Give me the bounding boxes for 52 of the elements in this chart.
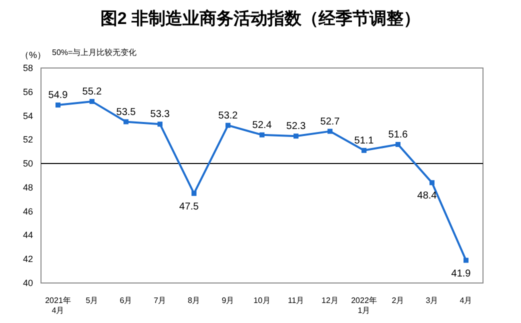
data-label: 51.1 [354,135,374,146]
x-tick-label: 6月 [120,296,132,305]
point [124,119,128,124]
point [396,142,400,147]
data-label: 52.7 [320,116,340,128]
x-tick-label: 4月 [460,296,472,305]
x-tick-label: 8月 [188,296,200,305]
y-tick-label: 48 [22,182,34,192]
data-label: 52.3 [286,121,306,132]
x-tick-label: 11月 [288,296,304,305]
data-label: 53.2 [218,110,238,122]
x-tick-label: 10月 [254,296,270,305]
point [192,190,196,196]
x-tick-label: 12月 [322,296,338,305]
chart-title: 图2 非制造业商务活动指数（经季节调整） [100,9,421,28]
point [362,148,366,153]
x-tick-label: 5月 [86,296,98,305]
y-axis-title: （%） [20,50,46,60]
data-label: 48.4 [417,190,438,202]
point [464,258,468,263]
x-tick-label: 2022年 1月 [351,296,377,315]
x-tick-label: 7月 [154,296,166,305]
x-tick-label: 3月 [426,296,438,305]
x-tick-label: 2月 [392,296,404,305]
point [260,132,264,138]
data-label: 41.9 [451,268,472,280]
data-label: 54.9 [48,90,68,102]
data-label: 53.3 [150,109,170,120]
point [158,122,162,127]
data-label: 52.4 [252,120,272,131]
y-tick-label: 52 [22,134,34,145]
point [226,122,230,128]
point [90,98,94,104]
data-label: 53.5 [116,106,136,118]
point [430,180,434,186]
data-label: 51.6 [388,129,408,140]
text: 50%=与上月比较无变化 [52,48,137,57]
y-tick-label: 56 [22,86,34,97]
point [56,102,60,108]
y-tick-label: 46 [22,206,34,216]
data-label: 47.5 [179,201,200,212]
y-tick-label: 58 [22,63,34,73]
y-tick-label: 50 [22,158,34,169]
y-tick-label: 44 [22,230,34,240]
x-tick-label: 9月 [222,296,234,305]
y-tick-label: 40 [22,278,34,288]
y-tick-label: 42 [22,254,34,264]
data-label: 55.2 [82,86,102,98]
y-tick-label: 54 [22,110,34,121]
point [294,134,298,139]
point [328,128,332,134]
x-tick-label: 2021年 4月 [45,296,71,315]
